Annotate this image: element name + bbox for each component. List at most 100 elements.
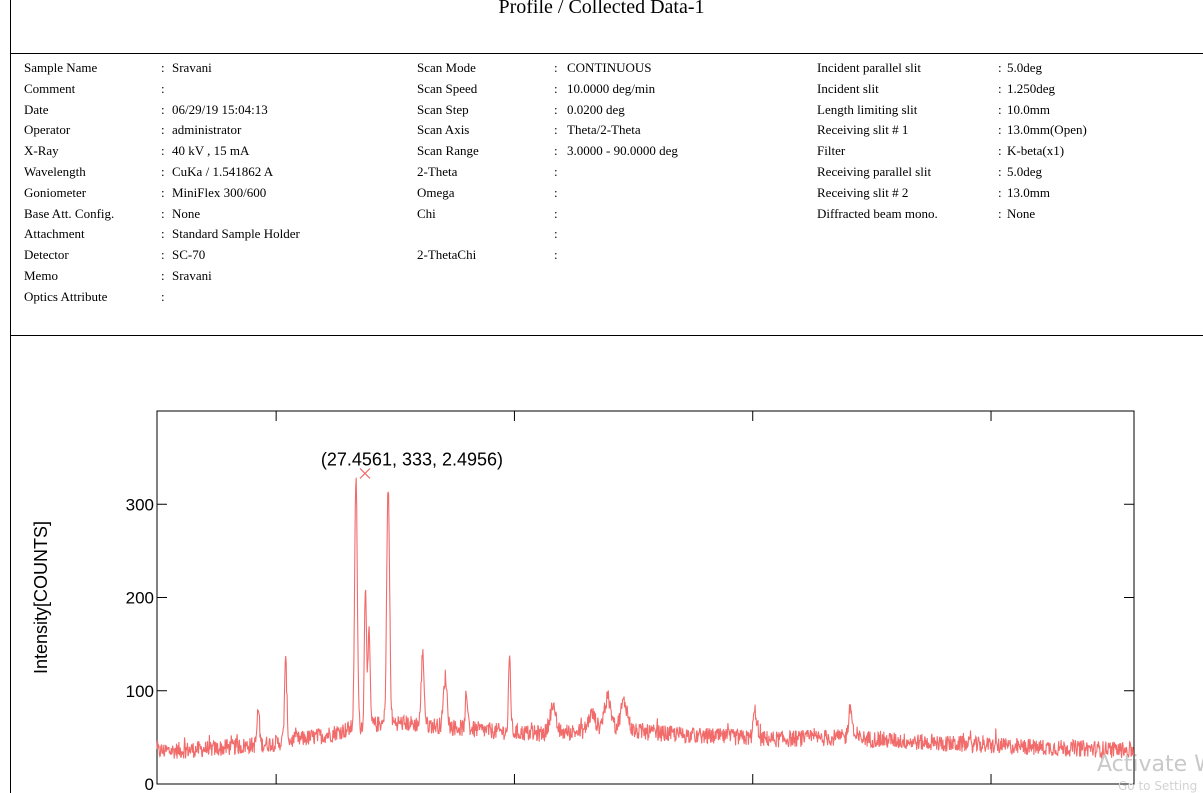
info-value: 40 kV , 15 mA <box>172 143 250 159</box>
info-colon: : <box>161 184 165 200</box>
info-label: Comment <box>24 80 76 96</box>
info-label: Operator <box>24 122 71 138</box>
info-value: CONTINUOUS <box>567 60 652 75</box>
left-border <box>10 0 11 793</box>
info-value: 0.0200 deg <box>567 101 625 117</box>
info-colon: : <box>161 80 165 96</box>
info-label: Scan Mode <box>417 60 476 75</box>
info-value: 13.0mm <box>1007 184 1050 200</box>
info-label: Scan Speed <box>417 80 478 96</box>
info-label: Scan Axis <box>417 122 470 138</box>
info-colon: : <box>554 101 558 117</box>
info-label: Receiving slit # 1 <box>817 122 909 138</box>
info-colon: : <box>161 247 165 263</box>
series-line <box>156 477 1135 760</box>
annotation-marker <box>359 468 371 479</box>
info-colon: : <box>998 101 1002 117</box>
info-value: 10.0mm <box>1007 101 1050 117</box>
info-colon: : <box>554 184 558 200</box>
info-label: Incident slit <box>817 80 879 96</box>
info-divider <box>10 335 1203 336</box>
info-colon: : <box>998 205 1002 221</box>
info-value: K-beta(x1) <box>1007 143 1065 159</box>
info-value: 13.0mm(Open) <box>1007 122 1087 138</box>
info-colon: : <box>554 80 558 96</box>
x-tick-label: 60 <box>743 790 762 793</box>
info-colon: : <box>161 122 165 138</box>
info-label: Attachment <box>24 226 85 242</box>
info-colon: : <box>554 143 558 159</box>
info-label: 2-Theta <box>417 163 458 179</box>
info-label: Omega <box>417 184 455 200</box>
y-tick-label: 200 <box>126 589 154 608</box>
info-colon: : <box>998 122 1002 138</box>
info-colon: : <box>161 60 165 75</box>
info-label: Filter <box>817 143 846 159</box>
info-value: 5.0deg <box>1007 60 1043 75</box>
info-label: Chi <box>417 205 436 221</box>
info-colon: : <box>161 163 165 179</box>
info-label: Diffracted beam mono. <box>817 205 938 221</box>
y-axis-label: Intensity[COUNTS] <box>31 521 51 674</box>
info-colon: : <box>161 143 165 159</box>
activate-watermark: Activate W <box>1097 752 1203 777</box>
info-colon: : <box>161 288 165 304</box>
info-label: Receiving parallel slit <box>817 163 932 179</box>
info-colon: : <box>998 60 1002 75</box>
info-value: Standard Sample Holder <box>172 226 300 242</box>
x-tick-label: 20 <box>267 790 286 793</box>
info-label: 2-ThetaChi <box>417 247 477 263</box>
info-value: 3.0000 - 90.0000 deg <box>567 143 678 159</box>
info-label: Optics Attribute <box>24 288 108 304</box>
info-value: Sravani <box>172 60 212 75</box>
peak-annotation: (27.4561, 333, 2.4956) <box>321 449 503 469</box>
info-value: 06/29/19 15:04:13 <box>172 101 268 117</box>
info-label: Receiving slit # 2 <box>817 184 909 200</box>
x-tick-label: 40 <box>505 790 524 793</box>
info-label: Wavelength <box>24 163 86 179</box>
info-colon: : <box>161 101 165 117</box>
y-tick-label: 0 <box>145 775 154 793</box>
info-label: Sample Name <box>24 60 98 75</box>
info-colon: : <box>554 205 558 221</box>
info-colon: : <box>554 163 558 179</box>
info-colon: : <box>554 60 558 75</box>
page-title: Profile / Collected Data-1 <box>498 0 705 18</box>
y-tick-label: 100 <box>126 682 154 701</box>
x-tick-label: 80 <box>982 790 1001 793</box>
info-colon: : <box>161 226 165 242</box>
info-colon: : <box>554 226 558 242</box>
info-colon: : <box>998 80 1002 96</box>
info-value: Theta/2-Theta <box>567 122 641 138</box>
info-colon: : <box>161 267 165 283</box>
info-value: 5.0deg <box>1007 163 1043 179</box>
info-label: Detector <box>24 247 69 263</box>
info-label: Scan Step <box>417 101 469 117</box>
info-label: Goniometer <box>24 184 87 200</box>
info-value: Sravani <box>172 267 212 283</box>
info-value: SC-70 <box>172 247 206 263</box>
info-colon: : <box>998 163 1002 179</box>
info-value: administrator <box>172 122 242 138</box>
info-label: Base Att. Config. <box>24 205 115 221</box>
info-value: None <box>1007 205 1036 221</box>
info-label: Incident parallel slit <box>817 60 921 75</box>
info-colon: : <box>998 184 1002 200</box>
info-value: 10.0000 deg/min <box>567 80 656 96</box>
info-colon: : <box>554 247 558 263</box>
info-colon: : <box>554 122 558 138</box>
settings-watermark: Go to Setting <box>1118 779 1198 793</box>
y-tick-label: 300 <box>126 495 154 514</box>
info-colon: : <box>161 205 165 221</box>
info-label: Memo <box>24 267 58 283</box>
info-value: MiniFlex 300/600 <box>172 184 267 200</box>
info-label: Date <box>24 101 49 117</box>
info-value: None <box>172 205 201 221</box>
info-value: 1.250deg <box>1007 80 1056 96</box>
info-label: Scan Range <box>417 143 479 159</box>
info-label: X-Ray <box>24 143 59 159</box>
header-divider <box>10 53 1203 54</box>
info-colon: : <box>998 143 1002 159</box>
info-label: Length limiting slit <box>817 101 918 117</box>
